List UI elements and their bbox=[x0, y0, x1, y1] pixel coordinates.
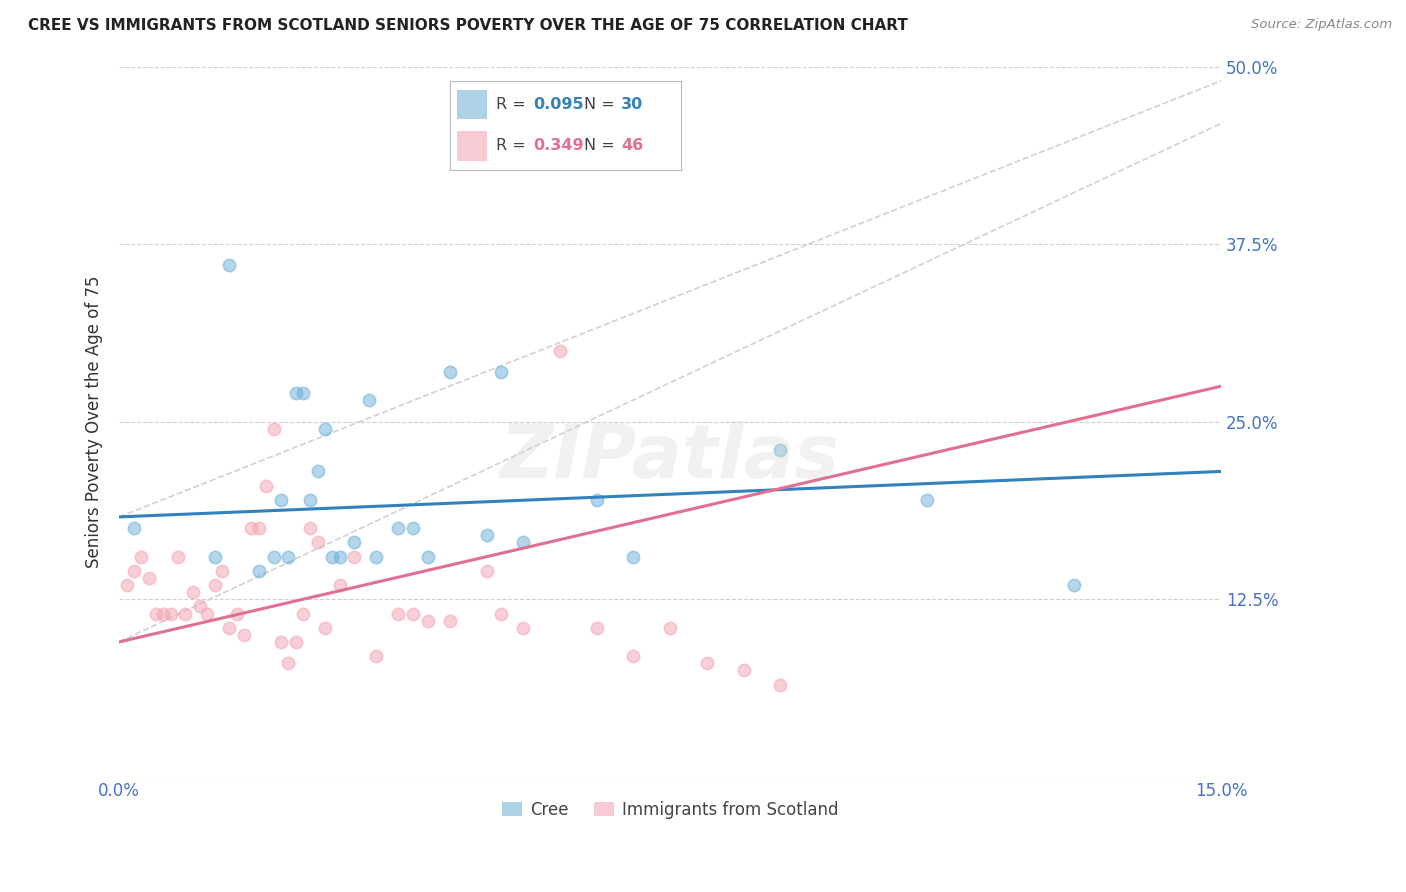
Point bbox=[439, 365, 461, 379]
Point bbox=[1063, 578, 1085, 592]
Point bbox=[254, 478, 277, 492]
Point bbox=[247, 564, 270, 578]
Point bbox=[366, 549, 388, 564]
Point bbox=[115, 578, 138, 592]
Point bbox=[122, 521, 145, 535]
Point bbox=[277, 657, 299, 671]
Point bbox=[167, 549, 190, 564]
Point bbox=[122, 564, 145, 578]
Point bbox=[696, 657, 718, 671]
Point bbox=[489, 365, 512, 379]
Point bbox=[240, 521, 263, 535]
Point bbox=[915, 492, 938, 507]
Point bbox=[769, 677, 792, 691]
Point bbox=[204, 549, 226, 564]
Point bbox=[131, 549, 153, 564]
Point bbox=[402, 607, 425, 621]
Point bbox=[416, 614, 439, 628]
Point bbox=[263, 549, 285, 564]
Point bbox=[769, 443, 792, 458]
Point bbox=[307, 465, 329, 479]
Point bbox=[307, 535, 329, 549]
Point bbox=[585, 492, 607, 507]
Y-axis label: Seniors Poverty Over the Age of 75: Seniors Poverty Over the Age of 75 bbox=[86, 276, 103, 568]
Point bbox=[188, 599, 211, 614]
Point bbox=[204, 578, 226, 592]
Text: ZIPatlas: ZIPatlas bbox=[501, 421, 841, 494]
Point bbox=[343, 549, 366, 564]
Point bbox=[402, 521, 425, 535]
Point bbox=[416, 549, 439, 564]
Point bbox=[218, 621, 240, 635]
Point bbox=[623, 549, 645, 564]
Point bbox=[291, 386, 314, 401]
Point bbox=[475, 528, 498, 542]
Point bbox=[357, 393, 380, 408]
Point bbox=[145, 607, 167, 621]
Point bbox=[270, 635, 292, 649]
Point bbox=[174, 607, 197, 621]
Point bbox=[321, 549, 343, 564]
Point bbox=[299, 492, 322, 507]
Point bbox=[512, 621, 534, 635]
Point bbox=[343, 535, 366, 549]
Point bbox=[512, 535, 534, 549]
Point bbox=[181, 585, 204, 599]
Point bbox=[270, 492, 292, 507]
Point bbox=[461, 116, 484, 130]
Point bbox=[548, 343, 571, 358]
Point bbox=[197, 607, 219, 621]
Point bbox=[277, 549, 299, 564]
Point bbox=[366, 649, 388, 664]
Text: Source: ZipAtlas.com: Source: ZipAtlas.com bbox=[1251, 18, 1392, 31]
Point bbox=[299, 521, 322, 535]
Point bbox=[218, 259, 240, 273]
Point bbox=[233, 628, 256, 642]
Point bbox=[138, 571, 160, 585]
Point bbox=[263, 422, 285, 436]
Point bbox=[329, 578, 352, 592]
Point bbox=[225, 607, 247, 621]
Point bbox=[152, 607, 174, 621]
Point bbox=[659, 621, 682, 635]
Point bbox=[623, 649, 645, 664]
Point bbox=[211, 564, 233, 578]
Point bbox=[439, 614, 461, 628]
Point bbox=[284, 386, 307, 401]
Point bbox=[585, 621, 607, 635]
Text: CREE VS IMMIGRANTS FROM SCOTLAND SENIORS POVERTY OVER THE AGE OF 75 CORRELATION : CREE VS IMMIGRANTS FROM SCOTLAND SENIORS… bbox=[28, 18, 908, 33]
Point bbox=[247, 521, 270, 535]
Point bbox=[387, 521, 409, 535]
Point bbox=[291, 607, 314, 621]
Point bbox=[314, 422, 336, 436]
Legend: Cree, Immigrants from Scotland: Cree, Immigrants from Scotland bbox=[495, 794, 845, 825]
Point bbox=[329, 549, 352, 564]
Point bbox=[475, 564, 498, 578]
Point bbox=[387, 607, 409, 621]
Point bbox=[284, 635, 307, 649]
Point bbox=[314, 621, 336, 635]
Point bbox=[159, 607, 181, 621]
Point bbox=[489, 607, 512, 621]
Point bbox=[733, 663, 755, 677]
